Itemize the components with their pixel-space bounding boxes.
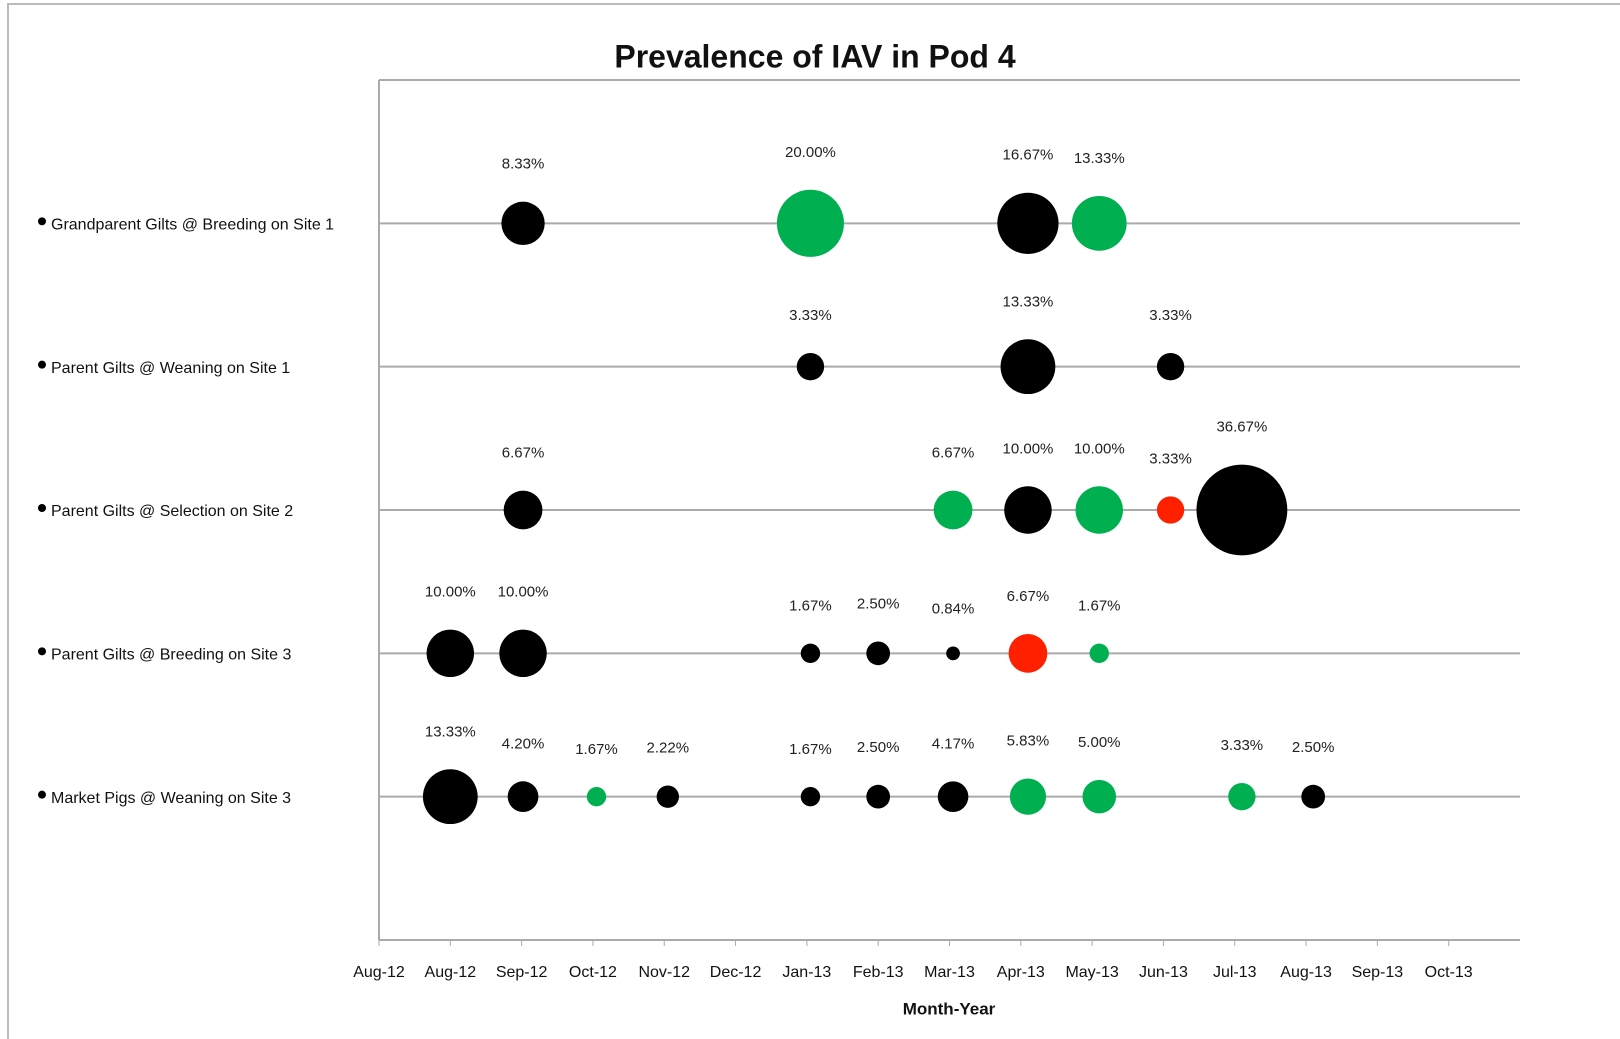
bubble [1301,784,1326,809]
bubble [937,781,969,812]
bubble [1008,633,1048,673]
x-tick-label: Jul-13 [1213,964,1257,981]
bubble [933,490,973,530]
bubble [1228,782,1256,811]
value-label: 4.20% [502,735,545,752]
row-bullet [38,504,46,512]
value-label: 13.33% [1003,293,1054,310]
bubble [1156,496,1185,524]
row-label: Parent Gilts @ Weaning on Site 1 [51,360,290,377]
bubble [1004,486,1052,534]
x-tick-label: Oct-13 [1425,964,1473,981]
x-tick-label: Sep-13 [1352,964,1404,981]
row-label: Grandparent Gilts @ Breeding on Site 1 [51,217,334,234]
x-tick-label: Mar-13 [924,964,975,981]
value-label: 0.84% [932,600,975,617]
row-bullet [38,790,46,799]
x-axis-title: Month-Year [903,999,996,1018]
value-label: 10.00% [498,584,549,601]
frame [7,3,1620,1039]
value-label: 10.00% [1003,440,1054,457]
bubble [1082,779,1117,814]
value-label: 3.33% [1221,737,1264,754]
value-label: 2.50% [1292,739,1335,756]
row-label: Market Pigs @ Weaning on Site 3 [51,790,291,807]
x-tick-label: Aug-13 [1280,964,1332,981]
value-label: 1.67% [789,741,832,758]
bubble [1075,486,1123,534]
value-label: 10.00% [1074,440,1125,457]
x-tick-label: Aug-12 [425,964,477,981]
x-tick-label: Aug-12 [353,964,405,981]
bubble [422,769,478,825]
value-label: 36.67% [1216,419,1267,436]
bubble [499,629,547,678]
bubble [800,643,821,664]
value-label: 2.50% [857,739,900,756]
bubble [656,785,679,808]
bubble [796,352,825,381]
value-label: 2.22% [647,739,690,756]
chart-title: Prevalence of IAV in Pod 4 [614,38,1016,74]
bubble [1156,352,1185,381]
value-label: 5.00% [1078,734,1121,751]
value-label: 3.33% [789,307,832,324]
row-bullet [38,360,46,369]
bubble [1071,195,1127,251]
x-tick-label: May-13 [1065,964,1118,981]
bubble [776,189,844,257]
row-label: Parent Gilts @ Selection on Site 2 [51,503,293,520]
x-tick-label: Oct-12 [569,964,617,981]
row-bullet [38,217,46,226]
value-label: 1.67% [575,741,618,758]
row-label: Parent Gilts @ Breeding on Site 3 [51,647,291,664]
bubble [946,646,960,661]
bubble [586,786,607,807]
value-label: 8.33% [502,156,545,173]
x-tick-label: Nov-12 [638,964,690,981]
x-tick-label: Apr-13 [997,964,1045,981]
value-label: 20.00% [785,144,836,161]
value-label: 5.83% [1007,733,1050,750]
value-label: 2.50% [857,595,900,612]
x-tick-label: Feb-13 [853,964,904,981]
value-label: 6.67% [502,445,545,462]
bubble [866,784,891,809]
value-label: 1.67% [789,598,832,615]
value-label: 6.67% [1007,588,1050,605]
value-label: 13.33% [425,723,476,740]
value-label: 16.67% [1003,147,1054,164]
value-label: 3.33% [1149,307,1192,324]
bubble [1089,643,1109,664]
value-label: 1.67% [1078,598,1121,615]
x-tick-label: Jun-13 [1139,964,1188,981]
x-tick-label: Jan-13 [782,964,831,981]
bubble [866,641,891,666]
value-label: 10.00% [425,584,476,601]
bubble [997,192,1059,254]
value-label: 4.17% [932,735,975,752]
bubble [1009,778,1047,815]
bubble [503,490,543,530]
value-label: 3.33% [1149,450,1192,467]
x-tick-label: Dec-12 [710,964,762,981]
x-tick-label: Sep-12 [496,964,548,981]
value-label: 13.33% [1074,150,1125,167]
bubble [501,201,545,245]
value-label: 6.67% [932,445,975,462]
bubble [426,629,475,678]
bubble [1196,464,1288,556]
bubble [800,786,821,807]
bubble [507,781,539,813]
row-bullet [38,647,46,656]
bubble [1000,339,1056,395]
